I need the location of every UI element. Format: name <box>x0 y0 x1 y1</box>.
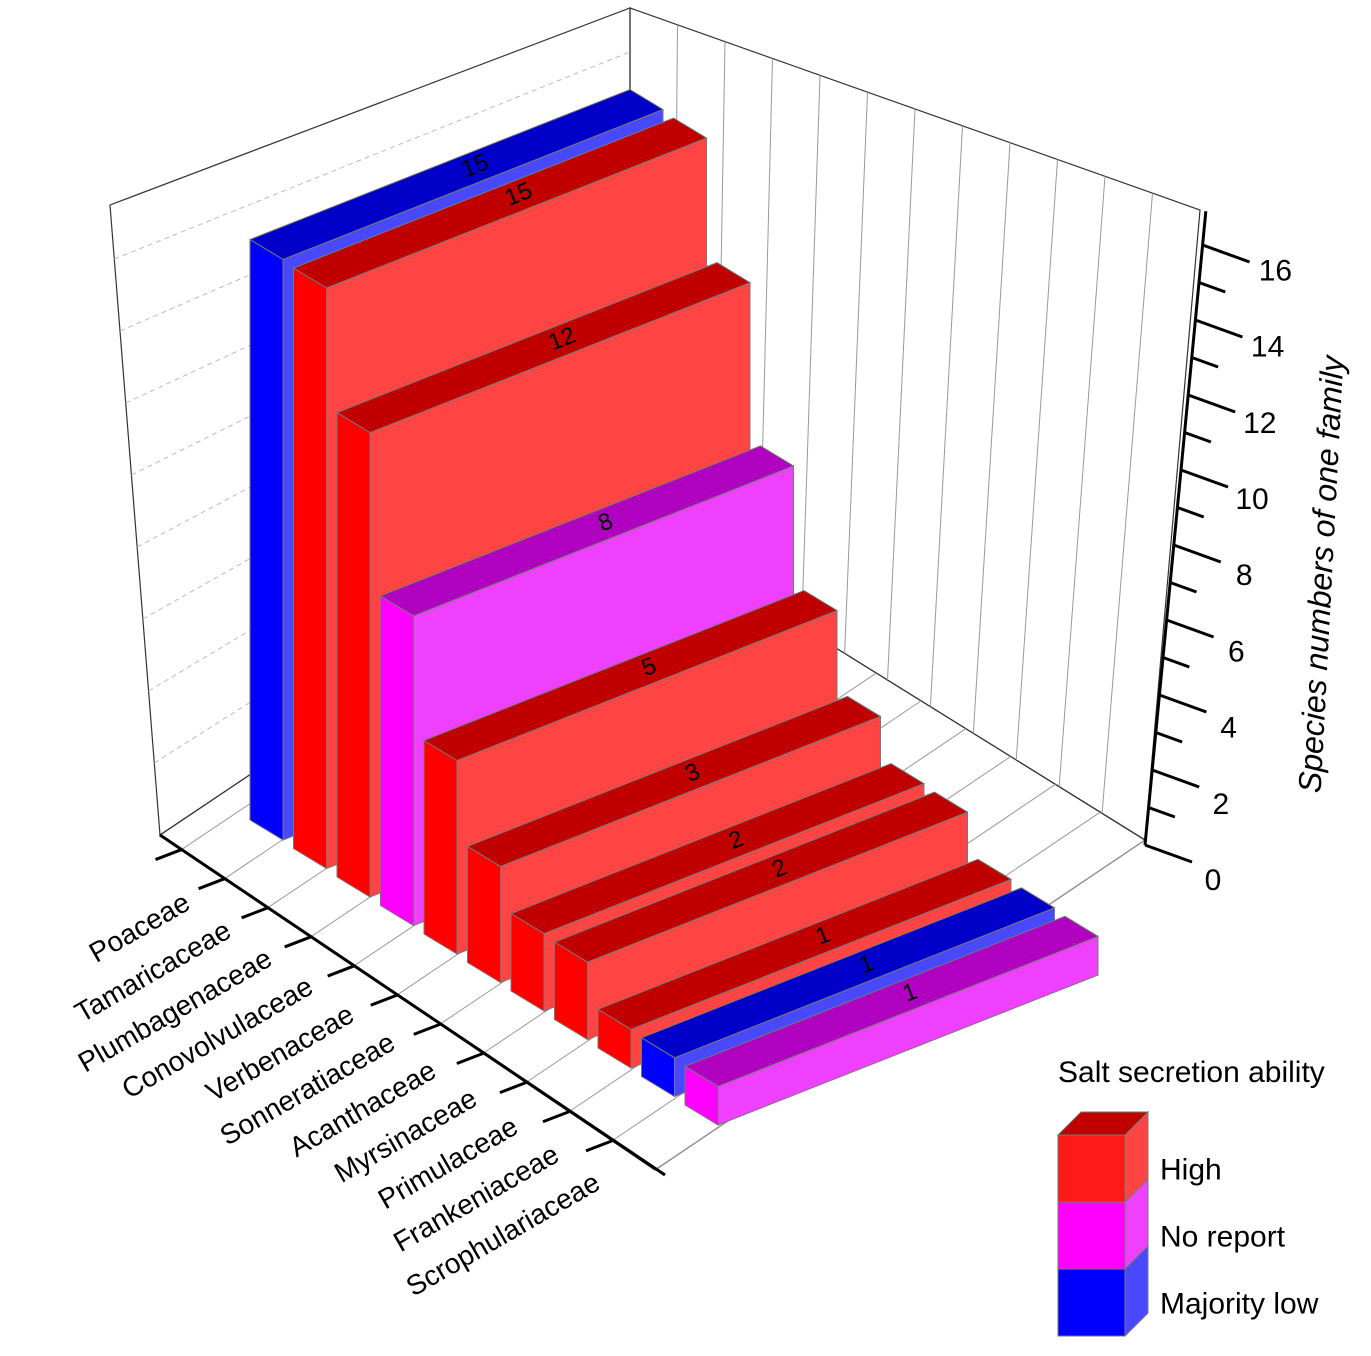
bar-front-face <box>336 411 371 898</box>
y-tick-minor <box>1198 281 1226 294</box>
gridline-left-wall <box>136 285 631 548</box>
y-tick-label: 4 <box>1220 712 1237 745</box>
legend-swatch-top <box>1056 1111 1150 1136</box>
x-tick <box>542 1110 570 1124</box>
bar-front-face <box>467 845 501 984</box>
y-tick-minor <box>1155 731 1183 744</box>
y-tick-label: 6 <box>1228 635 1245 668</box>
y-tick-minor <box>1176 506 1205 519</box>
y-tick-label: 16 <box>1259 254 1292 287</box>
y-tick-label: 14 <box>1251 331 1284 364</box>
legend-swatch <box>1057 1268 1126 1337</box>
x-tick <box>241 906 269 920</box>
y-tick-label: 8 <box>1236 559 1253 592</box>
x-tick <box>327 964 355 978</box>
gridline-left-wall <box>114 51 631 260</box>
x-tick <box>499 1081 527 1095</box>
gridline-back-wall <box>844 92 868 654</box>
bar-front-face <box>684 1065 719 1126</box>
gridline-back-wall <box>929 125 963 707</box>
legend: Salt secretion ability High No report Majo… <box>1056 1056 1325 1338</box>
gridline-back-wall <box>887 108 916 681</box>
legend-label: High <box>1160 1154 1222 1187</box>
gridline-back-wall <box>972 142 1011 734</box>
y-tick-major <box>1166 618 1215 639</box>
legend-swatch <box>1057 1201 1126 1270</box>
y-tick-major <box>1180 468 1229 489</box>
bar-front-face <box>249 238 284 841</box>
y-tick-major <box>1151 768 1200 789</box>
y-tick-label: 12 <box>1243 407 1276 440</box>
y-tick-minor <box>1169 581 1198 594</box>
y-tick-label: 0 <box>1205 864 1222 897</box>
x-tick <box>198 877 226 891</box>
y-tick-label: 2 <box>1212 788 1229 821</box>
y-tick-major <box>1194 318 1243 339</box>
bar-front-face <box>554 941 588 1041</box>
bar-front-face <box>293 267 327 870</box>
x-axis-line <box>159 833 666 1177</box>
legend-title: Salt secretion ability <box>1058 1056 1325 1089</box>
legend-label: No report <box>1160 1221 1286 1254</box>
y-tick-major <box>1144 843 1193 864</box>
x-tick <box>456 1052 484 1065</box>
y-tick-major <box>1173 543 1222 564</box>
gridline-back-wall <box>1101 193 1153 814</box>
x-tick <box>585 1139 613 1153</box>
y-tick-major <box>1158 693 1207 714</box>
gridline-back-wall <box>1058 176 1106 787</box>
x-tick <box>413 1022 441 1036</box>
y-tick-label: 10 <box>1235 483 1268 516</box>
y-tick-major <box>1187 393 1236 414</box>
bar-front-face <box>597 1008 632 1069</box>
bar-front-face <box>510 912 545 1012</box>
y-tick-minor <box>1191 356 1219 369</box>
x-tick <box>154 848 183 861</box>
legend-item-no-report: No report <box>1057 1177 1286 1271</box>
bar-front-face <box>380 595 414 927</box>
y-tick-minor <box>1162 656 1190 669</box>
legend-swatch <box>1057 1134 1126 1203</box>
y-axis-label: Species numbers of one family <box>1292 353 1351 794</box>
x-tick <box>370 993 398 1007</box>
y-tick-minor <box>1148 806 1176 819</box>
gridline-back-wall <box>1015 159 1058 761</box>
x-tick <box>284 935 312 949</box>
bar-scrophulariaceae: 1 <box>683 915 1100 1126</box>
legend-label: Majority low <box>1160 1288 1319 1321</box>
y-axis-line <box>1143 211 1208 846</box>
bar-front-face <box>423 739 458 955</box>
gridline-back-wall <box>801 75 821 627</box>
y-tick-major <box>1202 243 1251 264</box>
y-tick-minor <box>1184 431 1212 444</box>
bar-front-face <box>641 1036 675 1098</box>
legend-item-majority-low: Majority low <box>1057 1244 1319 1338</box>
